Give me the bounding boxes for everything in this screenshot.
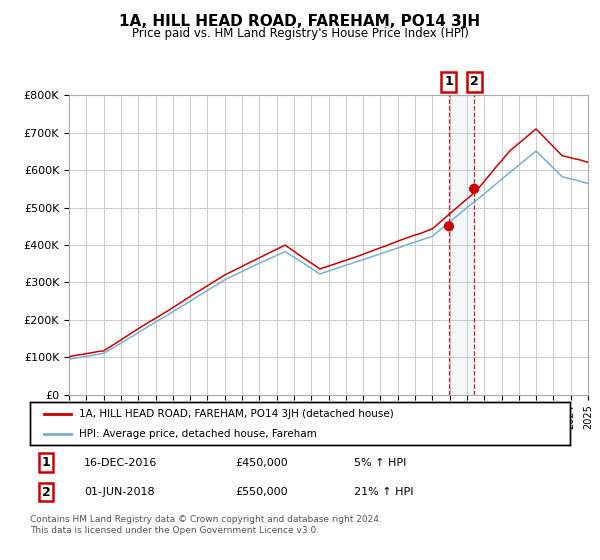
Text: £450,000: £450,000 [235,458,288,468]
Text: HPI: Average price, detached house, Fareham: HPI: Average price, detached house, Fare… [79,430,316,440]
Text: £550,000: £550,000 [235,487,288,497]
Text: 21% ↑ HPI: 21% ↑ HPI [354,487,413,497]
Text: 1: 1 [42,456,50,469]
Bar [449,95,474,395]
Text: 2: 2 [42,486,50,498]
Text: 1A, HILL HEAD ROAD, FAREHAM, PO14 3JH: 1A, HILL HEAD ROAD, FAREHAM, PO14 3JH [119,14,481,29]
Text: 1A, HILL HEAD ROAD, FAREHAM, PO14 3JH (detached house): 1A, HILL HEAD ROAD, FAREHAM, PO14 3JH (d… [79,409,394,419]
Point [469,184,479,193]
Text: 16-DEC-2016: 16-DEC-2016 [84,458,157,468]
Text: 01-JUN-2018: 01-JUN-2018 [84,487,155,497]
Point [444,222,454,231]
Text: 2: 2 [470,76,479,88]
Text: Contains HM Land Registry data © Crown copyright and database right 2024.
This d: Contains HM Land Registry data © Crown c… [30,515,382,535]
Text: Price paid vs. HM Land Registry's House Price Index (HPI): Price paid vs. HM Land Registry's House … [131,27,469,40]
Text: 1: 1 [445,76,453,88]
Text: 5% ↑ HPI: 5% ↑ HPI [354,458,406,468]
